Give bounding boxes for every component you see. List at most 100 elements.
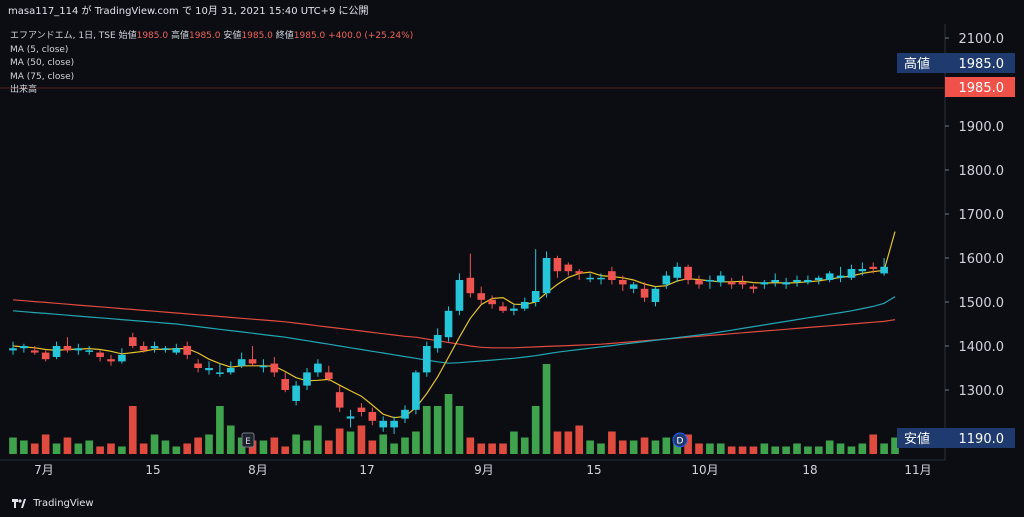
candle-body xyxy=(270,363,279,373)
volume-bar xyxy=(684,434,692,454)
candle-body xyxy=(226,368,235,373)
volume-bar xyxy=(216,406,224,454)
candle-body xyxy=(30,350,39,353)
candle-body xyxy=(303,372,311,386)
volume-bar xyxy=(107,443,115,454)
candle-body xyxy=(629,284,638,289)
candle-body xyxy=(618,280,627,285)
candle-body xyxy=(455,280,464,311)
ma5-line xyxy=(12,231,896,419)
time-axis[interactable]: 7月 15 8月 17 9月 15 10月 18 11月 xyxy=(34,463,931,477)
time-tick-label: 7月 xyxy=(34,463,54,477)
candle-body xyxy=(205,368,213,371)
brand-name: TradingView xyxy=(33,498,94,509)
volume-bar xyxy=(858,443,867,454)
candlesticks xyxy=(9,249,888,434)
volume-bar xyxy=(510,431,518,454)
candle-body xyxy=(825,273,834,280)
candle-body xyxy=(20,346,28,349)
candle-body xyxy=(564,264,573,272)
candle-body xyxy=(531,291,540,302)
earnings-marker-label: E xyxy=(245,437,251,447)
volume-bar xyxy=(640,437,649,454)
candle-body xyxy=(608,271,616,280)
time-tick-label: 11月 xyxy=(904,463,931,477)
volume-bar xyxy=(771,446,780,454)
volume-bar xyxy=(357,425,366,454)
ma75-line xyxy=(12,299,896,349)
candle-body xyxy=(836,275,845,278)
volume-bar xyxy=(74,443,83,454)
volume-bar xyxy=(41,434,50,454)
volume-bar xyxy=(891,437,899,454)
candle-body xyxy=(9,348,17,351)
candle-body xyxy=(847,269,856,278)
candle-body xyxy=(281,379,290,390)
candle-body xyxy=(510,308,518,311)
volume-bar xyxy=(183,443,192,454)
volume-bar xyxy=(531,406,540,454)
volume-bar xyxy=(118,446,126,454)
high-price-tag-bg xyxy=(897,53,1015,73)
time-tick-label: 10月 xyxy=(691,463,718,477)
candle-body xyxy=(107,359,115,362)
volume-bar xyxy=(586,440,594,454)
volume-bar xyxy=(96,446,104,454)
price-tick-label: 1300.0 xyxy=(959,384,1005,399)
candle-body xyxy=(85,350,94,352)
volume-bar xyxy=(618,440,627,454)
price-tags: 高値 1985.0 1985.0 安値 1190.0 xyxy=(897,53,1015,448)
volume-bar xyxy=(52,443,61,454)
candle-body xyxy=(466,277,475,294)
candle-body xyxy=(662,275,671,285)
candle-body xyxy=(597,277,605,280)
volume-bar xyxy=(324,440,333,454)
publish-info: masa117_114 が TradingView.com で 10月 31, … xyxy=(8,6,369,17)
price-tick-label: 1500.0 xyxy=(959,296,1005,311)
candle-body xyxy=(488,299,496,305)
volume-bar xyxy=(662,437,671,454)
volume-bar xyxy=(150,434,159,454)
volume-bar xyxy=(880,443,888,454)
volume-bar xyxy=(433,406,442,454)
candle-body xyxy=(869,266,878,269)
volume-bar xyxy=(499,443,507,454)
dividend-marker[interactable]: D xyxy=(672,432,688,448)
volume-bar xyxy=(520,437,529,454)
volume-bar xyxy=(401,437,409,454)
candle-body xyxy=(433,335,442,349)
candle-body xyxy=(673,266,682,278)
candle-body xyxy=(324,372,333,379)
last-price-tag-bg xyxy=(945,77,1015,97)
candle-body xyxy=(782,282,790,285)
candle-body xyxy=(41,352,50,360)
volume-bar xyxy=(314,425,322,454)
volume-bar xyxy=(368,440,377,454)
dividend-marker-label: D xyxy=(677,437,684,447)
volume-bar xyxy=(727,446,736,454)
candle-body xyxy=(749,286,758,289)
earnings-marker[interactable]: E xyxy=(241,432,255,448)
volume-bar xyxy=(836,443,845,454)
volume-bar xyxy=(226,425,235,454)
candle-body xyxy=(357,407,366,412)
volume-bar xyxy=(292,434,300,454)
candle-body xyxy=(706,280,714,282)
volume-bar xyxy=(128,406,137,454)
low-price-tag: 安値 1190.0 xyxy=(897,428,1015,448)
volume-bar xyxy=(390,443,398,454)
price-tick-label: 1800.0 xyxy=(959,164,1005,179)
volume-bar xyxy=(804,446,812,454)
candle-body xyxy=(259,365,268,368)
volume-bar xyxy=(422,406,431,454)
time-tick-label: 15 xyxy=(145,463,160,477)
price-tick-label: 1700.0 xyxy=(959,208,1005,223)
volume-bar xyxy=(629,440,638,454)
volume-bar xyxy=(30,443,39,454)
volume-bar xyxy=(259,440,268,454)
price-axis[interactable]: 2100.0 1900.0 1800.0 1700.0 1600.0 1500.0 1400… xyxy=(945,32,1004,399)
volume-bar xyxy=(63,437,72,454)
